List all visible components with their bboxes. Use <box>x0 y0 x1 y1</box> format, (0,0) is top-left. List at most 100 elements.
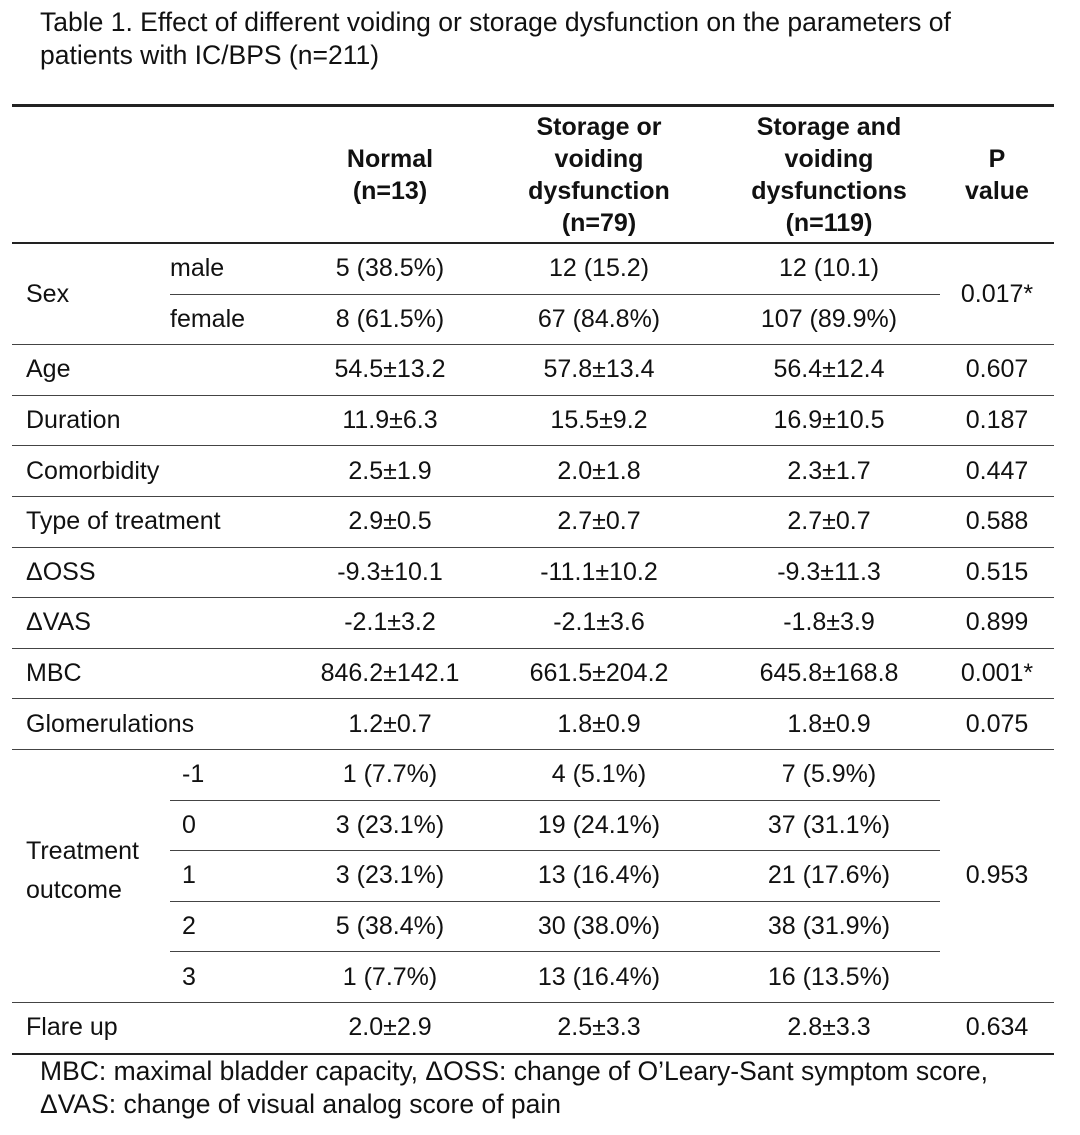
cell-storage-or: 4 (5.1%) <box>480 748 718 801</box>
row-label: Duration <box>12 394 300 446</box>
cell-storage-and: 37 (31.1%) <box>718 799 940 851</box>
header-normal: Normal (n=13) <box>300 105 480 244</box>
cell-normal: 2.5±1.9 <box>300 445 480 497</box>
cell-normal: 8 (61.5%) <box>300 293 480 345</box>
cell-storage-or: 57.8±13.4 <box>480 344 718 396</box>
cell-storage-and: 12 (10.1) <box>778 254 880 283</box>
row-label: MBC <box>12 647 300 699</box>
table-row: Comorbidity 2.5±1.9 2.0±1.8 2.3±1.7 0.44… <box>12 445 1054 497</box>
cell-storage-and: -9.3±11.3 <box>718 546 940 598</box>
header-storage-and-voiding: Storage and voiding dysfunctions (n=119) <box>718 105 940 244</box>
header-storage-or-line1: Storage or <box>536 112 662 141</box>
cell-storage-and: 38 (31.9%) <box>718 900 940 952</box>
row-label: Age <box>12 344 300 396</box>
row-label: Type of treatment <box>12 495 300 548</box>
cell-normal: 3 (23.1%) <box>300 799 480 851</box>
cell-storage-or: 2.7±0.7 <box>480 495 718 548</box>
sub-label: 3 <box>170 951 300 1003</box>
table-row: ΔVAS -2.1±3.2 -2.1±3.6 -1.8±3.9 0.899 <box>12 597 1054 649</box>
table-row: 1 3 (23.1%) 13 (16.4%) 21 (17.6%) <box>12 850 1054 902</box>
table-row: Flare up 2.0±2.9 2.5±3.3 2.8±3.3 0.634 <box>12 1001 1054 1054</box>
row-label-line2: outcome <box>26 876 122 905</box>
table-row: Sex male 5 (38.5%) 12 (15.2) 12 (10.1) 0… <box>12 243 1054 307</box>
cell-normal: 1.2±0.7 <box>300 698 480 750</box>
table-caption: Table 1. Effect of different voiding or … <box>40 7 951 70</box>
header-normal-line1: Normal <box>346 144 434 173</box>
table-footnote: MBC: maximal bladder capacity, ΔOSS: cha… <box>40 1056 989 1119</box>
cell-storage-or: 19 (24.1%) <box>480 799 718 851</box>
cell-p: 0.634 <box>940 1001 1054 1054</box>
cell-p: 0.075 <box>940 698 1054 750</box>
cell-storage-or: 1.8±0.9 <box>480 698 718 750</box>
cell-normal: 1 (7.7%) <box>300 951 480 1003</box>
header-blank <box>12 105 300 244</box>
row-label-line1: Treatment <box>26 837 140 866</box>
table-row: ΔOSS -9.3±10.1 -11.1±10.2 -9.3±11.3 0.51… <box>12 546 1054 598</box>
cell-normal: 54.5±13.2 <box>300 344 480 396</box>
cell-storage-and: 1.8±0.9 <box>718 698 940 750</box>
results-table: Normal (n=13) Storage or voiding dysfunc… <box>12 104 1054 1055</box>
table-row: 0 3 (23.1%) 19 (24.1%) 37 (31.1%) <box>12 799 1054 851</box>
cell-storage-and: 107 (89.9%) <box>718 293 940 345</box>
header-p-value: P value <box>940 105 1054 244</box>
cell-storage-or: -2.1±3.6 <box>480 597 718 649</box>
cell-normal: -9.3±10.1 <box>300 546 480 598</box>
cell-normal: 3 (23.1%) <box>300 850 480 902</box>
cell-p-outcome: 0.953 <box>940 748 1054 1003</box>
row-label-treatment-outcome: Treatment outcome <box>12 748 170 1003</box>
cell-storage-and: 16 (13.5%) <box>718 951 940 1003</box>
header-storage-and-line4: (n=119) <box>785 208 873 237</box>
cell-p: 0.515 <box>940 546 1054 598</box>
row-label: Comorbidity <box>12 445 300 497</box>
sub-label: male <box>170 254 225 283</box>
sub-label: female <box>170 293 300 345</box>
cell-storage-and: 56.4±12.4 <box>718 344 940 396</box>
cell-storage-and: 16.9±10.5 <box>718 394 940 446</box>
cell-storage-or: 30 (38.0%) <box>480 900 718 952</box>
cell-storage-and: 7 (5.9%) <box>718 748 940 801</box>
cell-normal: 11.9±6.3 <box>300 394 480 446</box>
cell-p: 0.187 <box>940 394 1054 446</box>
cell-p: 0.447 <box>940 445 1054 497</box>
cell-normal: 2.9±0.5 <box>300 495 480 548</box>
table-row: Glomerulations 1.2±0.7 1.8±0.9 1.8±0.9 0… <box>12 698 1054 750</box>
cell-p: 0.899 <box>940 597 1054 649</box>
cell-storage-or: 12 (15.2) <box>548 254 650 283</box>
cell-storage-or: 13 (16.4%) <box>480 951 718 1003</box>
table-row: 3 1 (7.7%) 13 (16.4%) 16 (13.5%) <box>12 951 1054 1003</box>
cell-storage-or: -11.1±10.2 <box>480 546 718 598</box>
header-p-line2: value <box>965 176 1029 205</box>
row-label: Glomerulations <box>12 698 300 750</box>
table-row: Type of treatment 2.9±0.5 2.7±0.7 2.7±0.… <box>12 495 1054 548</box>
cell-normal: 846.2±142.1 <box>300 647 480 699</box>
cell-storage-or: 67 (84.8%) <box>480 293 718 345</box>
header-storage-and-line1: Storage and <box>756 112 902 141</box>
row-label: ΔOSS <box>12 546 300 598</box>
table-row: Duration 11.9±6.3 15.5±9.2 16.9±10.5 0.1… <box>12 394 1054 446</box>
table-row: MBC 846.2±142.1 661.5±204.2 645.8±168.8 … <box>12 647 1054 699</box>
row-label-flare-up: Flare up <box>12 1001 300 1054</box>
header-storage-or-line2: voiding <box>554 144 644 173</box>
header-storage-or-voiding: Storage or voiding dysfunction (n=79) <box>480 105 718 244</box>
cell-storage-or: 15.5±9.2 <box>480 394 718 446</box>
cell-storage-and: -1.8±3.9 <box>718 597 940 649</box>
row-label-sex: Sex <box>26 279 70 308</box>
cell-storage-and: 2.8±3.3 <box>718 1001 940 1054</box>
cell-p: 0.607 <box>940 344 1054 396</box>
header-p-line1: P <box>988 144 1006 173</box>
header-normal-line2: (n=13) <box>352 176 428 205</box>
cell-storage-or: 13 (16.4%) <box>480 850 718 902</box>
cell-normal: 2.0±2.9 <box>300 1001 480 1054</box>
row-label: ΔVAS <box>12 597 300 649</box>
cell-normal: 5 (38.4%) <box>300 900 480 952</box>
header-storage-and-line2: voiding <box>784 144 874 173</box>
cell-storage-and: 21 (17.6%) <box>718 850 940 902</box>
cell-storage-or: 2.0±1.8 <box>480 445 718 497</box>
table-row: Age 54.5±13.2 57.8±13.4 56.4±12.4 0.607 <box>12 344 1054 396</box>
header-storage-or-line3: dysfunction <box>528 176 670 205</box>
table-row: Treatment outcome -1 1 (7.7%) 4 (5.1%) 7… <box>12 748 1054 1003</box>
header-storage-or-line4: (n=79) <box>561 208 637 237</box>
cell-normal: 1 (7.7%) <box>300 748 480 801</box>
cell-normal: -2.1±3.2 <box>300 597 480 649</box>
table-row: female 8 (61.5%) 67 (84.8%) 107 (89.9%) <box>12 293 1054 345</box>
